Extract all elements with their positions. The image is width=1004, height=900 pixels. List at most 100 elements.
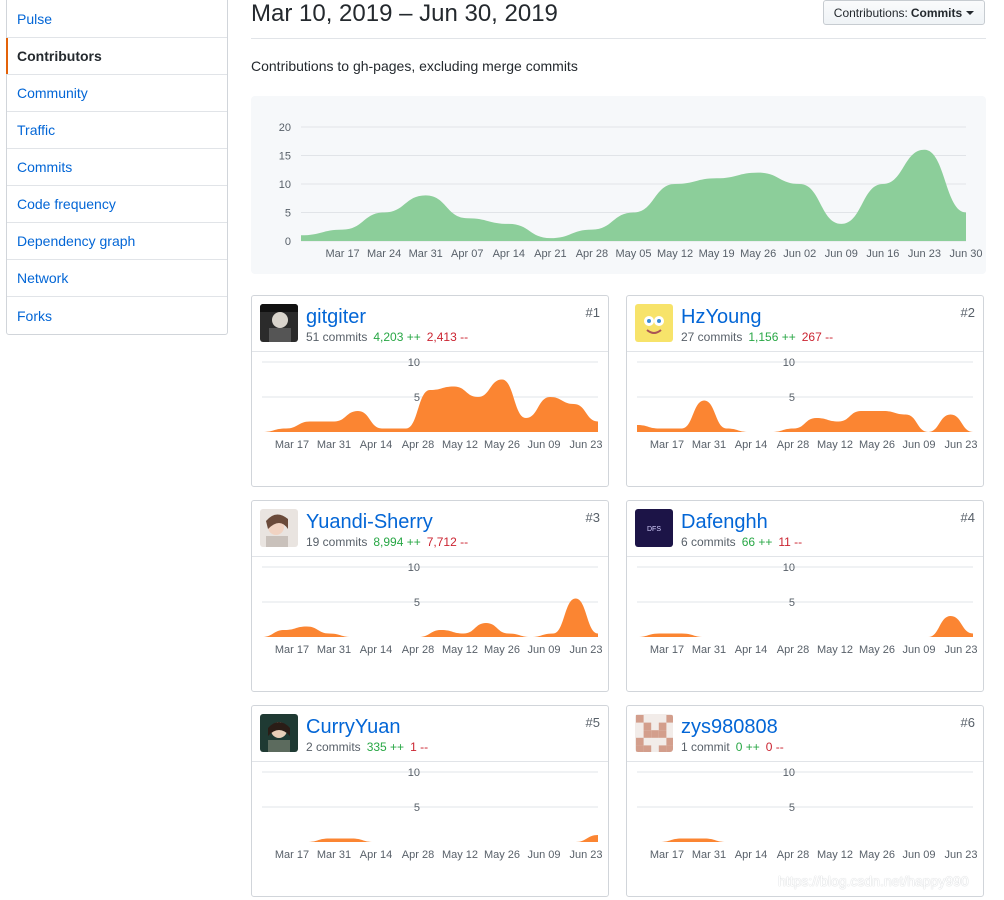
card-y-tick: 5 [414,802,420,814]
contributor-name-link[interactable]: zys980808 [681,716,778,738]
sidebar-item-commits[interactable]: Commits [7,149,227,186]
contributor-card: DFS Dafenghh 6 commits 66 ++ 11 -- #4 10 5 Mar 1… [626,500,984,692]
contributor-rank: #3 [585,510,600,525]
commit-count: 27 commits [681,330,743,344]
deletions-count: 11 -- [778,535,803,549]
contributor-commit-area [262,835,598,842]
contributor-card: CurryYuan 2 commits 335 ++ 1 -- #5 10 5 Mar 17 M… [251,705,609,897]
card-x-tick: Apr 28 [402,644,434,656]
avatar-image [260,714,298,752]
sidebar-item-traffic[interactable]: Traffic [7,112,227,149]
avatar-image [635,304,673,342]
sidebar-item-forks[interactable]: Forks [17,307,52,324]
contributor-avatar[interactable] [635,304,673,342]
additions-count: 4,203 ++ [373,330,421,344]
sidebar-item-dependency-graph[interactable]: Dependency graph [7,223,227,260]
contributor-name-link[interactable]: CurryYuan [306,716,401,738]
main-contributions-area [301,149,966,241]
additions-count: 8,994 ++ [373,535,421,549]
commit-count: 6 commits [681,535,736,549]
contributor-stats: 27 commits 1,156 ++ 267 -- [681,330,833,344]
main-x-tick: Apr 21 [534,248,566,260]
card-y-tick: 10 [783,357,795,369]
card-x-tick: Apr 28 [777,644,809,656]
card-x-tick: Jun 23 [944,849,977,861]
card-x-tick: Apr 14 [360,644,392,656]
contributor-commit-chart: 10 5 Mar 17 Mar 31 Apr 14 Apr 28 May 12 May 26 J… [637,562,978,656]
commit-count: 19 commits [306,535,368,549]
contributor-card: HzYoung 27 commits 1,156 ++ 267 -- #2 10 5 Mar … [626,295,984,487]
card-x-tick: Mar 17 [275,644,309,656]
contributor-commit-area [262,598,598,637]
sidebar-item-pulse[interactable]: Pulse [7,0,227,38]
contributions-type-select[interactable]: Contributions: Commits [823,0,985,25]
deletions-count: 7,712 -- [426,535,469,549]
card-x-tick: Apr 28 [402,439,434,451]
additions-count: 0 ++ [735,740,760,754]
contributor-avatar[interactable] [260,714,298,752]
sidebar-item-contributors[interactable]: Contributors [6,38,227,75]
card-x-tick: May 12 [817,644,853,656]
card-y-tick: 10 [783,562,795,574]
sidebar-item-code-frequency[interactable]: Code frequency [7,186,227,223]
card-y-tick: 10 [408,767,420,779]
contributor-stats: 1 commit 0 ++ 0 -- [681,740,784,754]
select-prefix: Contributions: [833,5,908,20]
contributor-name-link[interactable]: gitgiter [306,306,367,328]
card-x-tick: Mar 17 [650,439,684,451]
avatar-image [635,714,673,752]
contributor-card-header: gitgiter 51 commits 4,203 ++ 2,413 -- #1 [252,296,608,352]
contributor-card: gitgiter 51 commits 4,203 ++ 2,413 -- #1 10 5 M… [251,295,609,487]
avatar-logo-text: DFS [647,526,661,533]
main-x-tick: Mar 31 [409,248,443,260]
main-x-tick: Jun 09 [825,248,858,260]
card-y-tick: 10 [408,562,420,574]
sidebar-item-network[interactable]: Network [7,260,227,297]
card-x-tick: May 12 [817,849,853,861]
main-x-tick: Mar 17 [325,248,359,260]
contributor-commit-area [637,838,973,842]
watermark-text: https://blog.csdn.net/happy990 [778,873,969,889]
contributor-avatar[interactable] [260,509,298,547]
main-x-tick: Apr 14 [493,248,525,260]
contributor-avatar[interactable]: DFS [635,509,673,547]
sidebar-item-community[interactable]: Community [7,75,227,112]
card-x-tick: May 26 [484,644,520,656]
main-y-tick: 15 [279,151,291,163]
deletions-count: 2,413 -- [426,330,469,344]
deletions-count: 267 -- [801,330,834,344]
card-x-tick: Jun 09 [527,439,560,451]
contributor-card: zys980808 1 commit 0 ++ 0 -- #6 10 5 Mar 17 Mar … [626,705,984,897]
main-x-tick: Jun 30 [949,248,982,260]
card-x-tick: Mar 31 [317,849,351,861]
contributor-avatar[interactable] [635,714,673,752]
contributor-stats: 51 commits 4,203 ++ 2,413 -- [306,330,468,344]
contributor-name-link[interactable]: Dafenghh [681,511,768,533]
deletions-count: 0 -- [765,740,784,754]
contributor-card-header: DFS Dafenghh 6 commits 66 ++ 11 -- #4 [627,501,983,557]
card-x-tick: May 26 [859,849,895,861]
card-x-tick: May 12 [442,849,478,861]
commit-count: 2 commits [306,740,361,754]
contributor-stats: 19 commits 8,994 ++ 7,712 -- [306,535,468,549]
contributions-subtitle: Contributions to gh-pages, excluding mer… [251,58,578,74]
contributor-rank: #4 [960,510,975,525]
contributor-rank: #2 [960,305,975,320]
card-x-tick: Apr 28 [777,439,809,451]
contributor-commit-area [262,379,598,432]
main-x-tick: Jun 16 [866,248,899,260]
contributor-stats: 2 commits 335 ++ 1 -- [306,740,428,754]
caret-down-icon [966,10,975,15]
card-x-tick: May 26 [859,439,895,451]
contributor-avatar[interactable] [260,304,298,342]
card-x-tick: Mar 17 [650,644,684,656]
card-x-tick: Mar 31 [692,644,726,656]
contributor-name-link[interactable]: Yuandi-Sherry [306,511,433,533]
contributor-rank: #6 [960,715,975,730]
contributor-name-link[interactable]: HzYoung [681,306,762,328]
contributor-commit-area [637,400,973,432]
card-x-tick: Jun 09 [902,644,935,656]
contributor-card-header: HzYoung 27 commits 1,156 ++ 267 -- #2 [627,296,983,352]
header-divider [251,38,986,39]
card-x-tick: Jun 09 [527,644,560,656]
